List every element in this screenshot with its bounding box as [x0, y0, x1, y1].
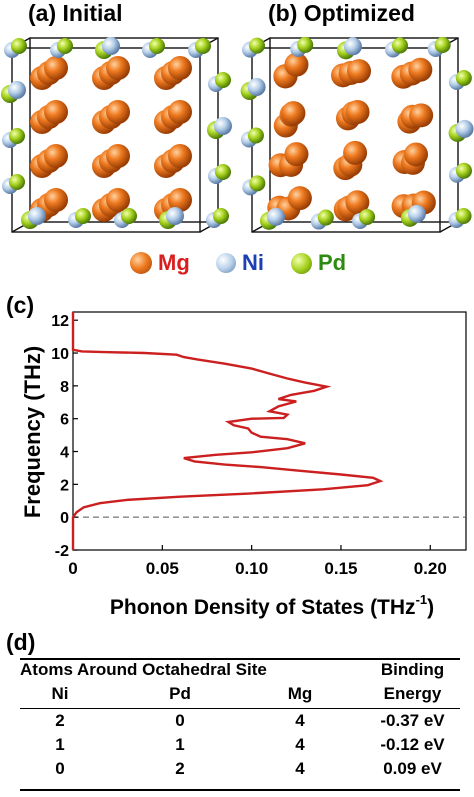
- cell-pd: 2: [175, 759, 185, 778]
- table-bottom-rule: [20, 789, 460, 791]
- y-tick-label: -2: [55, 543, 69, 560]
- y-tick-label: 6: [60, 412, 69, 429]
- table-row: 2 0 4 -0.37 eV: [20, 711, 460, 735]
- cell-ni: 0: [55, 759, 65, 778]
- col-header-mg: Mg: [287, 684, 313, 703]
- group-header: Atoms Around Octahedral Site: [20, 660, 267, 679]
- legend-mg: Mg: [130, 250, 190, 276]
- mg-ball-icon: [130, 252, 152, 274]
- y-tick-label: 10: [51, 346, 69, 363]
- table-mid-rule: [20, 708, 460, 709]
- table-header-row-1: Atoms Around Octahedral Site Binding: [20, 660, 460, 684]
- table-row: 1 1 4 -0.12 eV: [20, 735, 460, 759]
- x-tick-label: 0.15: [324, 559, 357, 578]
- table-row: 0 2 4 0.09 eV: [20, 759, 460, 783]
- col-header-pd: Pd: [169, 684, 191, 703]
- cell-energy: -0.12 eV: [380, 735, 445, 754]
- legend-ni-label: Ni: [242, 250, 264, 275]
- ni-ball-icon: [216, 253, 236, 273]
- table-top-rule: [20, 658, 460, 660]
- y-tick-label: 8: [60, 379, 69, 396]
- y-tick-label: 12: [51, 313, 69, 330]
- cell-pd: 1: [175, 735, 185, 754]
- y-tick-label: 4: [60, 445, 69, 462]
- x-axis-label: Phonon Density of States (THz-1): [110, 592, 434, 619]
- col-header-ni: Ni: [51, 684, 69, 703]
- cell-mg: 4: [295, 711, 305, 730]
- binding-header: Binding: [380, 660, 445, 679]
- cell-energy: -0.37 eV: [380, 711, 445, 730]
- cell-pd: 0: [175, 711, 185, 730]
- cell-ni: 2: [55, 711, 65, 730]
- cell-energy: 0.09 eV: [383, 759, 442, 778]
- y-tick-label: 2: [60, 477, 69, 494]
- panel-b-title: (b) Optimized: [268, 0, 415, 26]
- cell-mg: 4: [295, 735, 305, 754]
- cell-ni: 1: [55, 735, 65, 754]
- legend-pd-label: Pd: [318, 250, 347, 275]
- x-tick-label: 0.05: [146, 559, 179, 578]
- x-tick-label: 0.10: [235, 559, 268, 578]
- dos-series-line: [71, 312, 384, 550]
- legend-mg-label: Mg: [158, 250, 190, 275]
- panel-a-title: (a) Initial: [28, 0, 123, 26]
- panel-d-label: (d): [6, 629, 36, 655]
- x-tick-label: 0.20: [414, 559, 447, 578]
- legend-ni: Ni: [216, 250, 264, 276]
- y-tick-label: 0: [60, 510, 69, 527]
- x-tick-label: 0: [68, 559, 77, 578]
- crystal-initial: [1, 37, 232, 233]
- plot-frame: [72, 311, 467, 551]
- y-axis-label: Frequency (THz): [20, 346, 45, 518]
- cell-mg: 4: [295, 759, 305, 778]
- legend-pd: Pd: [291, 250, 346, 276]
- crystal-optimized: [240, 36, 474, 233]
- pd-ball-icon: [291, 252, 312, 274]
- energy-header: Energy: [383, 684, 442, 703]
- binding-energy-table: Atoms Around Octahedral Site Binding Ni …: [20, 660, 460, 783]
- panel-c-label: (c): [6, 292, 35, 318]
- table-header-row-2: Ni Pd Mg Energy: [20, 684, 460, 708]
- crystal-structures: [1, 36, 474, 233]
